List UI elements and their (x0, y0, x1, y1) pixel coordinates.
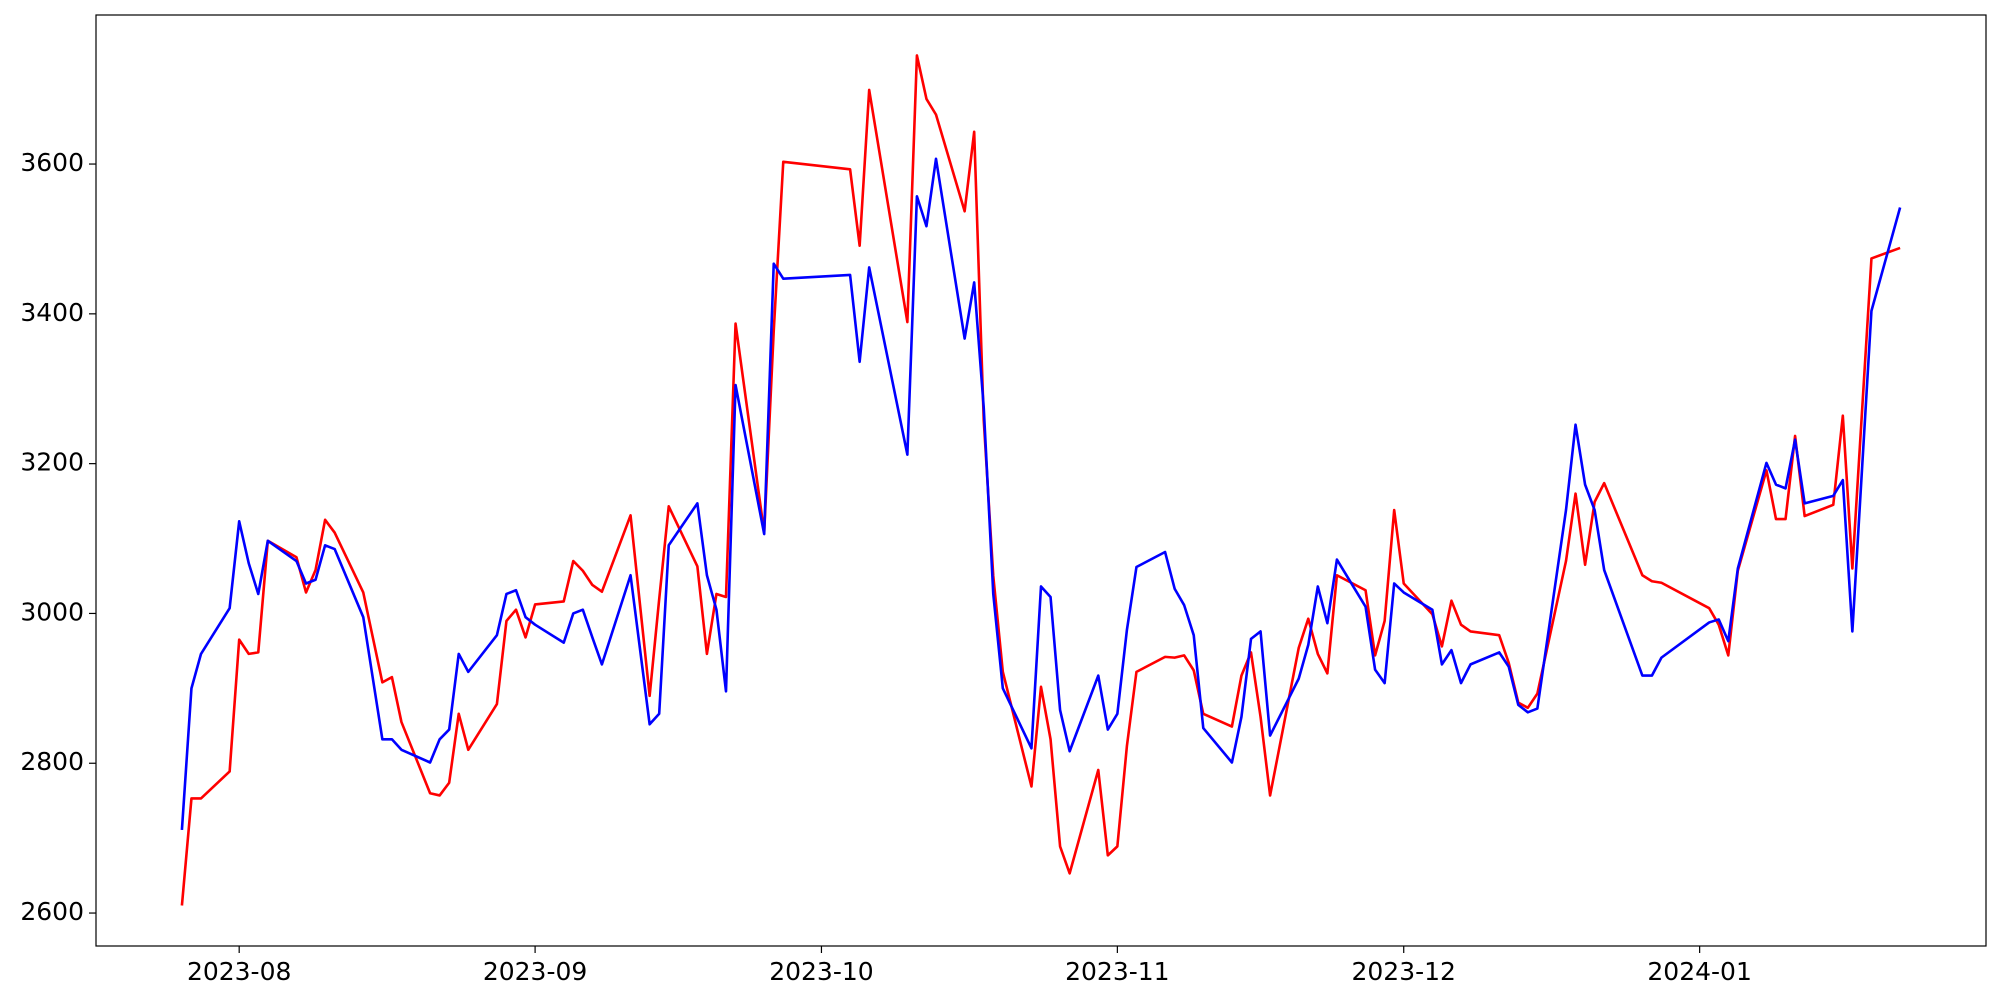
y-tick-label: 3200 (20, 448, 84, 477)
data-line (180, 54, 1901, 906)
y-tick-label: 3400 (20, 298, 84, 327)
data-line (180, 157, 1902, 830)
y-tick-label: 2800 (20, 747, 84, 776)
y-tick-label: 3000 (20, 597, 84, 626)
x-tick-label: 2023-08 (187, 957, 291, 986)
x-tick-label: 2023-12 (1351, 957, 1455, 986)
y-tick-label: 2600 (20, 897, 84, 926)
x-tick-label: 2024-01 (1647, 957, 1751, 986)
x-tick-label: 2023-11 (1065, 957, 1169, 986)
y-tick-label: 3600 (20, 148, 84, 177)
x-tick-label: 2023-10 (769, 957, 873, 986)
x-tick-label: 2023-09 (483, 957, 587, 986)
plot-frame (95, 14, 1987, 947)
